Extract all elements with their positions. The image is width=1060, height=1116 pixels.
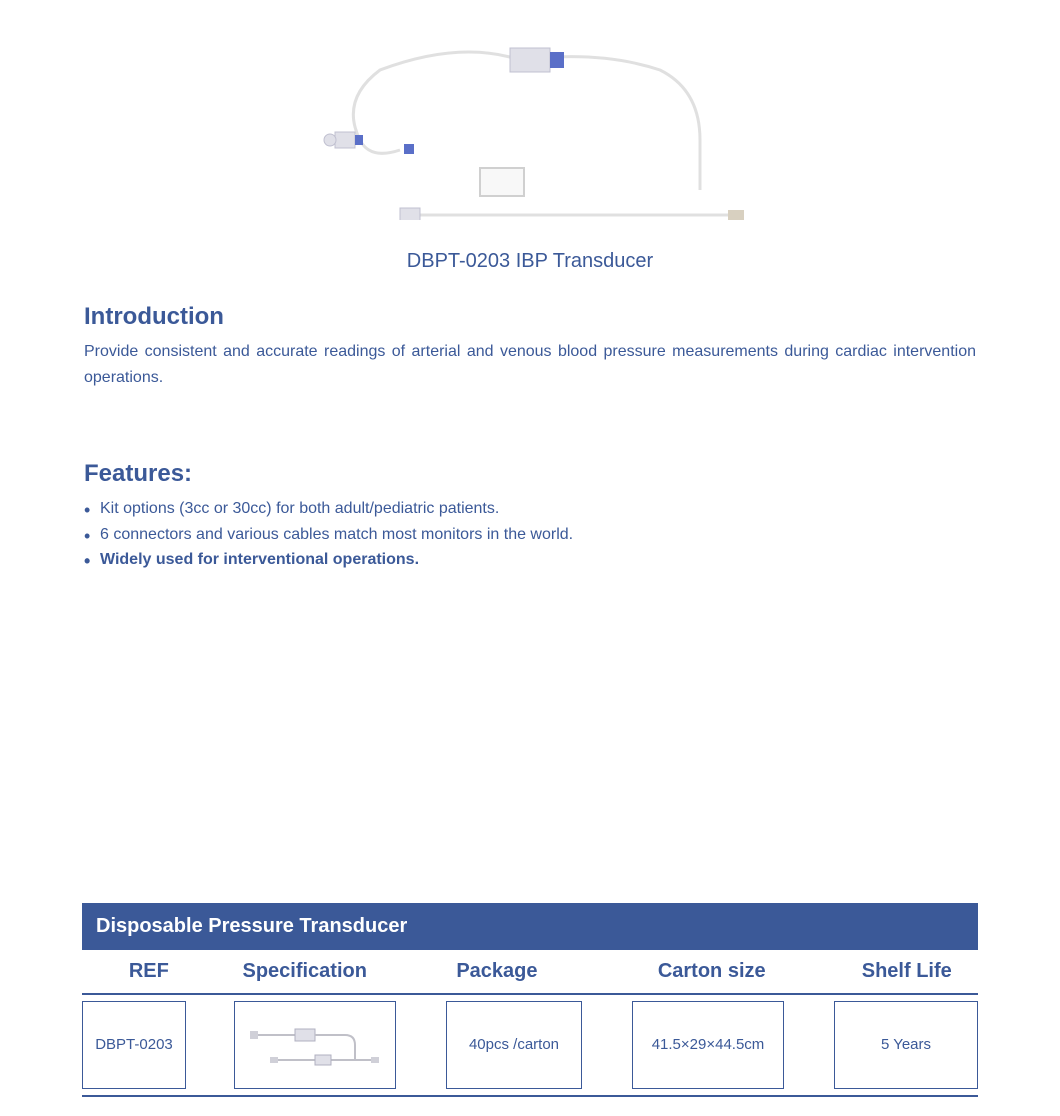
- table-row: DBPT-0203 40pcs /carton 41.5×29×44.5cm 5…: [82, 995, 978, 1097]
- table-title-bar: Disposable Pressure Transducer: [82, 903, 978, 950]
- device-illustration: [280, 20, 780, 220]
- cell-carton: 41.5×29×44.5cm: [632, 1001, 784, 1089]
- cell-package: 40pcs /carton: [446, 1001, 582, 1089]
- spec-diagram-icon: [245, 1015, 385, 1075]
- features-list: Kit options (3cc or 30cc) for both adult…: [84, 496, 976, 573]
- column-header-specification: Specification: [216, 960, 394, 983]
- introduction-heading: Introduction: [84, 303, 976, 331]
- features-heading: Features:: [84, 460, 976, 488]
- feature-item: Kit options (3cc or 30cc) for both adult…: [84, 496, 976, 522]
- cell-specification: [234, 1001, 396, 1089]
- column-header-package: Package: [408, 960, 586, 983]
- table-column-headers: REF Specification Package Carton size Sh…: [82, 950, 978, 995]
- cell-shelf: 5 Years: [834, 1001, 978, 1089]
- column-header-carton: Carton size: [636, 960, 787, 983]
- feature-item: 6 connectors and various cables match mo…: [84, 522, 976, 548]
- product-image-area: [0, 0, 1060, 240]
- table-section: Disposable Pressure Transducer REF Speci…: [0, 903, 1060, 1097]
- feature-item: Widely used for interventional operation…: [84, 547, 976, 573]
- introduction-text: Provide consistent and accurate readings…: [84, 339, 976, 390]
- cell-ref: DBPT-0203: [82, 1001, 186, 1089]
- column-header-ref: REF: [82, 960, 216, 983]
- column-header-shelf: Shelf Life: [835, 960, 978, 983]
- product-title: DBPT-0203 IBP Transducer: [0, 250, 1060, 273]
